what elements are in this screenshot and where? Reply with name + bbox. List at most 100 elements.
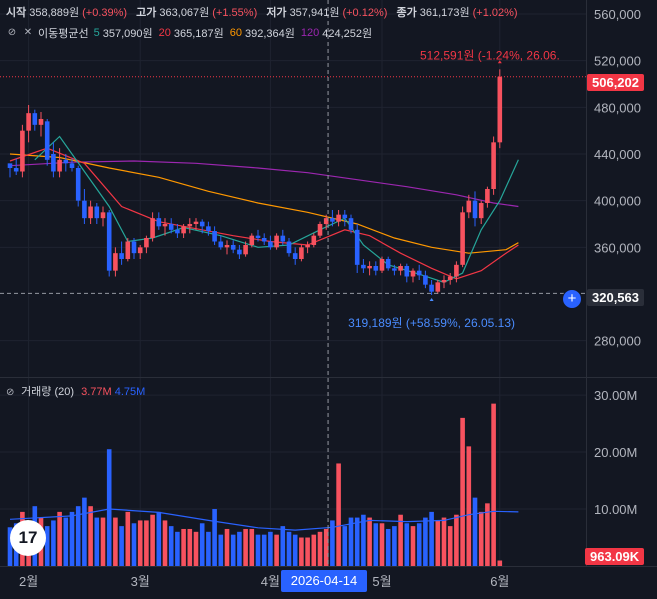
volume-bar [348,517,354,566]
last-volume-badge: 963.09K [585,548,645,565]
candle-body [299,247,304,259]
candle-body [212,231,217,242]
volume-bar [435,520,441,566]
candle-body [454,264,459,277]
volume-bar [280,526,286,566]
candle-body [485,189,490,203]
volume-bar [441,517,447,566]
candle-body [51,154,56,172]
crosshair-date-badge: 2026-04-14 [281,570,367,592]
low-marker [429,297,434,301]
candle-body [441,280,447,283]
volume-bar [305,537,310,566]
candle-body [336,214,341,222]
volume-bar [237,531,242,566]
candle-body [348,218,354,230]
candle-body [472,200,478,219]
candle-body [156,218,162,227]
candle-body [199,221,205,227]
candle-body [392,268,397,271]
candle-body [193,221,199,224]
candle-body [82,200,87,219]
volume-bar [230,534,236,566]
candle-body [125,241,131,259]
ma20-period: 20 [158,27,171,39]
volume-bar [385,528,391,566]
low-value: 357,941원 [289,7,340,19]
volume-bar [342,526,348,566]
add-alert-plus-icon[interactable]: + [562,289,582,309]
volume-bar [423,517,428,566]
ma5-value: 357,090원 [102,28,153,40]
volume-bar [100,517,106,566]
time-tick-label: 2월 [19,574,38,589]
candle-body [268,241,273,248]
volume-bar [268,531,273,566]
candle-body [379,259,385,271]
time-tick-label: 6월 [490,574,509,589]
crosshair-price-badge: 320,563 [587,289,644,306]
price-tick-label: 560,000 [594,7,641,22]
candle-body [410,270,416,277]
volume-bar [94,517,100,566]
candle-body [175,229,180,234]
candle-body [435,282,441,292]
candle-body [38,119,44,125]
volume-bar [88,506,93,566]
volume-bar [137,520,143,566]
volume-bar [75,506,81,566]
last-price-badge: 506,202 [587,74,644,91]
candle-body [243,245,248,255]
candle-body [317,224,323,236]
price-tick-label: 400,000 [594,194,641,209]
candle-body [385,259,391,269]
high-change: (+1.55%) [212,7,258,19]
candle-body [106,212,112,271]
close-icon[interactable]: ✕ [23,27,33,38]
volume-ma-line [9,508,519,531]
price-tick-label: 520,000 [594,54,641,69]
candle-body [286,241,292,254]
candle-body [423,275,428,285]
eye-off-icon[interactable]: ⊘ [6,387,15,398]
close-change: (+1.02%) [472,7,518,19]
volume-tick-label: 10.00M [594,502,637,517]
volume-bar [144,520,149,566]
tradingview-logo[interactable]: 17 [10,520,46,556]
volume-bar [361,514,366,566]
price-tick-label: 280,000 [594,334,641,349]
candle-body [113,253,118,271]
volume-bar [168,526,174,566]
candle-body [261,238,267,242]
price-tick-label: 480,000 [594,100,641,115]
candle-body [361,264,366,269]
open-value: 358,889원 [29,7,80,19]
volume-bar [106,449,112,566]
eye-off-icon[interactable]: ⊘ [7,27,17,38]
candle-body [249,235,255,245]
high-annotation: 512,591원 (-1.24%, 26.06. [420,48,560,62]
ma60-value: 392,364원 [245,28,295,40]
price-tick-label: 360,000 [594,240,641,255]
candle-body [181,226,186,234]
candle-body [224,245,230,248]
volume-bar [156,511,162,566]
candle-body [478,203,484,219]
candle-body [187,224,193,227]
volume-bar [69,511,75,566]
volume-legend: ⊘ 거래량 (20) 3.77M 4.75M [6,383,145,399]
time-tick-label: 5월 [372,574,391,589]
candles [7,69,503,295]
high-marker [497,60,502,64]
volume-bar [416,523,422,566]
volume-bar [460,417,465,566]
volume-bar [125,511,131,566]
candle-body [69,163,75,168]
candle-body [466,200,472,213]
candle-body [144,238,149,248]
ma120-period: 120 [300,27,320,39]
volume-bar [162,520,168,566]
candle-body [44,121,50,160]
volume-bar [63,517,69,566]
